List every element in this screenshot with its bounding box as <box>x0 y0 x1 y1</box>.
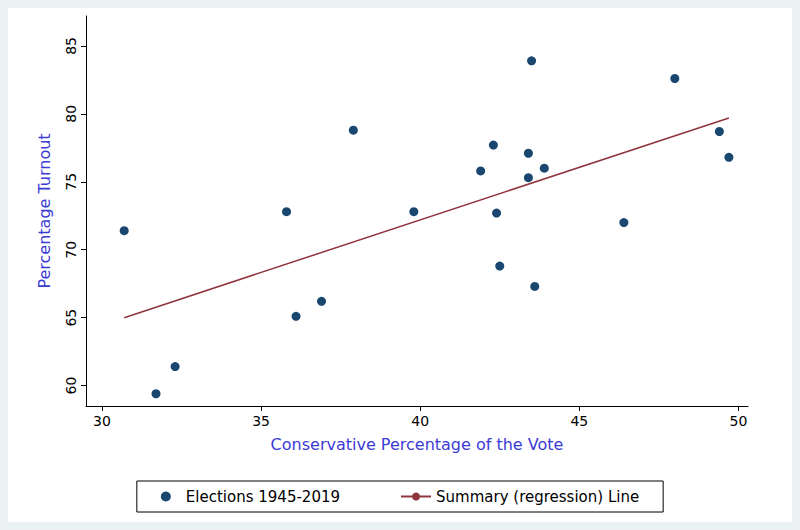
svg-text:75: 75 <box>63 173 79 191</box>
svg-text:35: 35 <box>252 413 270 429</box>
svg-text:50: 50 <box>730 413 748 429</box>
svg-text:45: 45 <box>570 413 588 429</box>
svg-text:85: 85 <box>63 37 79 55</box>
svg-text:70: 70 <box>63 241 79 259</box>
svg-text:40: 40 <box>411 413 429 429</box>
svg-text:Conservative Percentage of the: Conservative Percentage of the Vote <box>271 435 564 454</box>
svg-text:Percentage Turnout: Percentage Turnout <box>35 133 54 288</box>
svg-text:30: 30 <box>93 413 111 429</box>
svg-text:Elections 1945-2019: Elections 1945-2019 <box>186 488 340 506</box>
svg-text:Summary (regression) Line: Summary (regression) Line <box>436 488 639 506</box>
svg-text:60: 60 <box>63 377 79 395</box>
svg-text:80: 80 <box>63 105 79 123</box>
svg-text:65: 65 <box>63 309 79 327</box>
